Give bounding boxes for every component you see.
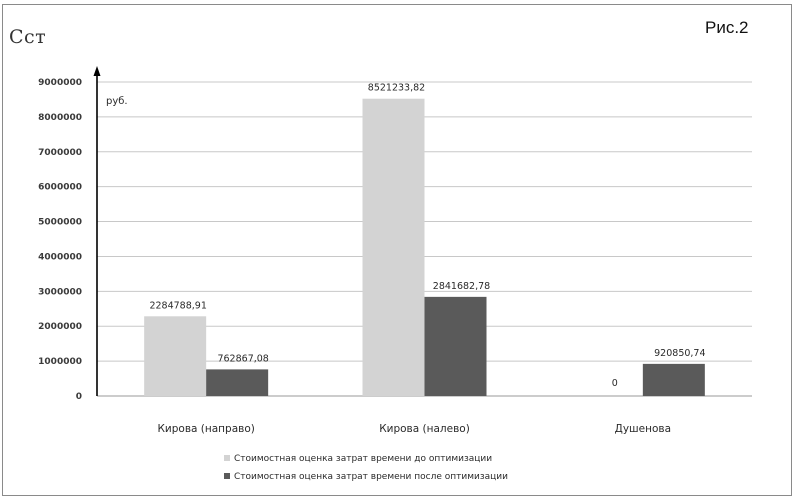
y-tick-label: 5000000 <box>38 218 82 228</box>
x-category-label: Душенова <box>615 423 671 435</box>
bar <box>642 363 705 396</box>
y-tick-label: 8000000 <box>38 113 82 123</box>
legend-swatch <box>224 455 230 461</box>
y-axis-arrow <box>93 66 101 76</box>
data-label: 0 <box>612 378 618 389</box>
legend-entry: Стоимостная оценка затрат времени после … <box>234 472 508 482</box>
bar <box>362 98 425 397</box>
y-tick-label: 4000000 <box>38 252 82 262</box>
data-label: 2841682,78 <box>433 281 490 292</box>
bar <box>144 316 207 396</box>
bar <box>206 369 269 396</box>
y-tick-label: 2000000 <box>38 322 82 332</box>
y-tick-label: 9000000 <box>38 78 82 88</box>
bar <box>424 296 487 396</box>
y-tick-label: 0 <box>76 392 82 402</box>
chart-title: Сст <box>9 26 47 48</box>
legend-swatch <box>224 473 230 479</box>
data-label: 8521233,82 <box>368 83 425 94</box>
y-tick-label: 7000000 <box>38 148 82 158</box>
figure-label: Рис.2 <box>705 18 749 37</box>
y-tick-label: 1000000 <box>38 357 82 367</box>
data-label: 762867,08 <box>217 353 268 364</box>
y-tick-label: 3000000 <box>38 287 82 297</box>
data-label: 2284788,91 <box>149 300 206 311</box>
y-axis-label: руб. <box>106 96 128 107</box>
y-tick-label: 6000000 <box>38 183 82 193</box>
x-category-label: Кирова (налево) <box>379 423 470 435</box>
data-label: 920850,74 <box>654 348 705 359</box>
x-category-label: Кирова (направо) <box>157 423 254 435</box>
legend-entry: Стоимостная оценка затрат времени до опт… <box>234 454 492 464</box>
